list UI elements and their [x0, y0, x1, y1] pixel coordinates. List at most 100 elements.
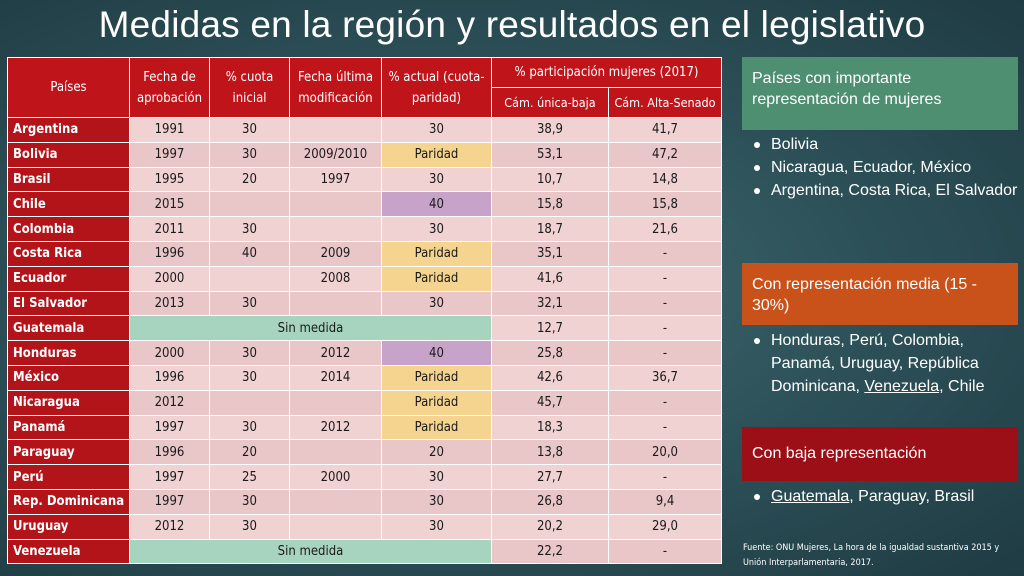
initial-quota-cell: 30: [209, 488, 290, 515]
no-measure-cell: Sin medida: [129, 538, 492, 565]
initial-quota-cell: 30: [209, 364, 290, 391]
initial-quota-cell: 30: [209, 117, 290, 143]
modification-date-cell: [289, 290, 382, 317]
approval-date-cell: 2015: [129, 191, 210, 218]
table-row: Argentina 1991 30 30 38,9 41,7: [7, 117, 722, 143]
header-fecha-aprobacion: Fecha de aprobación: [129, 57, 210, 118]
upper-chamber-cell: -: [608, 389, 722, 416]
upper-chamber-cell: -: [608, 240, 722, 267]
upper-chamber-cell: -: [608, 340, 722, 366]
country-cell: Venezuela: [7, 538, 130, 565]
bullet-icon: [754, 494, 760, 500]
venezuela-link[interactable]: Venezuela: [864, 378, 940, 395]
country-cell: Panamá: [7, 414, 130, 441]
upper-chamber-cell: 20,0: [608, 439, 722, 466]
upper-chamber-cell: -: [608, 265, 722, 292]
table-row: Nicaragua 2012 Paridad 45,7-: [7, 389, 722, 416]
modification-date-cell: [289, 389, 382, 416]
country-cell: Perú: [7, 464, 130, 490]
table-row: Ecuador 2000 2008 Paridad 41,6-: [7, 265, 722, 292]
lower-chamber-cell: 25,8: [491, 340, 609, 366]
table-row: Uruguay 2012 30 30 20,2 29,0: [7, 513, 722, 540]
list-item-text: Argentina, Costa Rica, El Salvador: [771, 182, 1018, 199]
modification-date-cell: 2009/2010: [289, 141, 382, 168]
approval-date-cell: 2012: [129, 513, 210, 540]
table-row: Honduras 2000 30 2012 40 25,8-: [7, 340, 722, 366]
current-quota-cell: 30: [381, 117, 492, 143]
country-cell: Bolivia: [7, 141, 130, 168]
current-quota-cell: 30: [381, 290, 492, 317]
upper-chamber-cell: 41,7: [608, 117, 722, 143]
initial-quota-cell: [209, 191, 290, 218]
initial-quota-cell: [209, 389, 290, 416]
high-representation-list: Bolivia Nicaragua, Ecuador, México Argen…: [748, 133, 1018, 202]
current-quota-cell: Paridad: [381, 265, 492, 292]
approval-date-cell: 1996: [129, 364, 210, 391]
header-actual: % actual (cuota-paridad): [381, 57, 492, 118]
bullet-icon: [754, 338, 760, 344]
initial-quota-cell: 30: [209, 141, 290, 168]
approval-date-cell: 2012: [129, 389, 210, 416]
source-note: Fuente: ONU Mujeres, La hora de la igual…: [743, 543, 1000, 568]
approval-date-cell: 1996: [129, 439, 210, 466]
initial-quota-cell: 20: [209, 166, 290, 193]
table-body: Argentina 1991 30 30 38,9 41,7 Bolivia 1997 30 20…: [7, 117, 722, 565]
initial-quota-cell: 30: [209, 216, 290, 242]
modification-date-cell: 2008: [289, 265, 382, 292]
list-item: Argentina, Costa Rica, El Salvador: [748, 179, 1018, 202]
current-quota-cell: 30: [381, 464, 492, 490]
current-quota-cell: 30: [381, 216, 492, 242]
lower-chamber-cell: 35,1: [491, 240, 609, 267]
table-row: Panamá 1997 30 2012 Paridad 18,3-: [7, 414, 722, 441]
upper-chamber-cell: -: [608, 290, 722, 317]
modification-date-cell: 2014: [289, 364, 382, 391]
modification-date-cell: 1997: [289, 166, 382, 193]
lower-chamber-cell: 27,7: [491, 464, 609, 490]
country-cell: El Salvador: [7, 290, 130, 317]
current-quota-cell: Paridad: [381, 141, 492, 168]
upper-chamber-cell: -: [608, 464, 722, 490]
list-item-text: Nicaragua, Ecuador, México: [771, 159, 972, 176]
list-item-text: Honduras, Perú, Colombia, Panamá, Urugua…: [771, 332, 979, 395]
approval-date-cell: 1995: [129, 166, 210, 193]
upper-chamber-cell: 47,2: [608, 141, 722, 168]
upper-chamber-cell: 15,8: [608, 191, 722, 218]
country-cell: Brasil: [7, 166, 130, 193]
table-row: Chile 2015 40 15,8 15,8: [7, 191, 722, 218]
country-cell: Nicaragua: [7, 389, 130, 416]
list-item: Bolivia: [748, 133, 1018, 156]
modification-date-cell: [289, 439, 382, 466]
current-quota-cell: Paridad: [381, 414, 492, 441]
initial-quota-cell: 20: [209, 439, 290, 466]
modification-date-cell: 2009: [289, 240, 382, 267]
medium-representation-box: Con representación media (15 - 30%): [742, 263, 1018, 325]
current-quota-cell: Paridad: [381, 389, 492, 416]
lower-chamber-cell: 12,7: [491, 315, 609, 342]
approval-date-cell: 1997: [129, 141, 210, 168]
modification-date-cell: 2000: [289, 464, 382, 490]
country-cell: Guatemala: [7, 315, 130, 342]
header-cuota-inicial: % cuota inicial: [209, 57, 290, 118]
header-cam-unica: Cám. única-baja: [491, 87, 609, 118]
approval-date-cell: 2000: [129, 265, 210, 292]
low-representation-box: Con baja representación: [742, 427, 1018, 481]
approval-date-cell: 1997: [129, 464, 210, 490]
guatemala-link[interactable]: Guatemala: [771, 488, 850, 505]
lower-chamber-cell: 38,9: [491, 117, 609, 143]
lower-chamber-cell: 22,2: [491, 538, 609, 565]
table-row: Rep. Dominicana 1997 30 30 26,8 9,4: [7, 488, 722, 515]
modification-date-cell: [289, 117, 382, 143]
current-quota-cell: 30: [381, 488, 492, 515]
modification-date-cell: [289, 191, 382, 218]
initial-quota-cell: 30: [209, 340, 290, 366]
quota-table: Países Fecha de aprobación % cuota inici…: [7, 57, 722, 565]
approval-date-cell: 2011: [129, 216, 210, 242]
country-cell: Colombia: [7, 216, 130, 242]
modification-date-cell: 2012: [289, 340, 382, 366]
quota-table-container: Países Fecha de aprobación % cuota inici…: [7, 57, 722, 565]
upper-chamber-cell: 21,6: [608, 216, 722, 242]
table-row: Colombia 2011 30 30 18,7 21,6: [7, 216, 722, 242]
list-item-text: Bolivia: [771, 136, 819, 153]
initial-quota-cell: 40: [209, 240, 290, 267]
country-cell: Ecuador: [7, 265, 130, 292]
